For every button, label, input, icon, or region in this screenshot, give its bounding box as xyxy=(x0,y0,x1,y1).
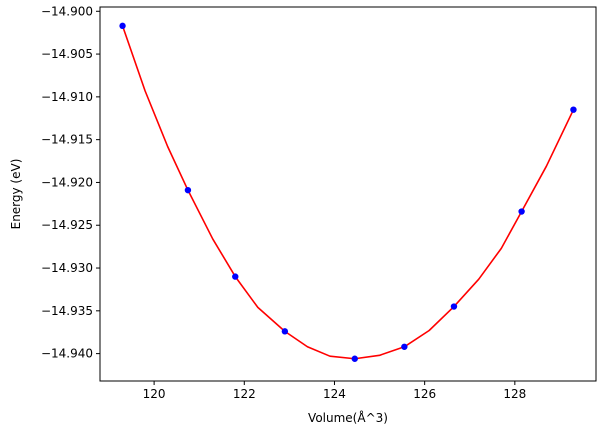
x-axis: 120 122 124 126 128 xyxy=(143,381,526,401)
y-tick-label: −14.930 xyxy=(41,261,93,275)
y-axis-label: Energy (eV) xyxy=(9,159,23,230)
y-tick-label: −14.910 xyxy=(41,90,93,104)
x-tick-label: 122 xyxy=(233,387,256,401)
y-tick-label: −14.925 xyxy=(41,218,93,232)
y-tick-label: −14.920 xyxy=(41,175,93,189)
data-point xyxy=(401,343,408,350)
x-axis-label: Volume(Å^3) xyxy=(308,410,388,425)
y-tick-label: −14.935 xyxy=(41,304,93,318)
y-tick-label: −14.905 xyxy=(41,47,93,61)
y-tick-label: −14.900 xyxy=(41,4,93,18)
data-point xyxy=(518,208,525,215)
y-axis: −14.940 −14.935 −14.930 −14.925 −14.920 −14.9… xyxy=(41,4,100,361)
x-tick-label: 120 xyxy=(143,387,166,401)
fit-curve-line xyxy=(121,25,575,360)
x-tick-label: 126 xyxy=(413,387,436,401)
data-point xyxy=(570,106,577,113)
x-tick-label: 128 xyxy=(503,387,526,401)
y-tick-label: −14.915 xyxy=(41,133,93,147)
x-tick-label: 124 xyxy=(323,387,346,401)
plot-frame xyxy=(99,6,597,382)
data-point xyxy=(281,328,289,335)
data-point xyxy=(450,303,458,310)
data-point xyxy=(184,186,192,194)
data-point xyxy=(351,355,358,362)
plot-content xyxy=(119,22,577,362)
data-point xyxy=(119,22,126,30)
y-tick-label: −14.940 xyxy=(41,347,93,361)
data-point xyxy=(232,273,239,280)
